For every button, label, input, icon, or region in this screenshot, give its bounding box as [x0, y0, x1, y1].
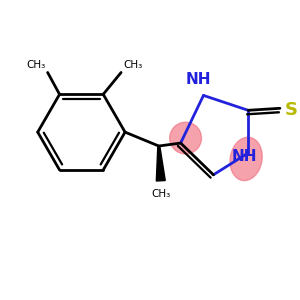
- Text: S: S: [285, 101, 298, 119]
- Polygon shape: [156, 146, 165, 181]
- Ellipse shape: [230, 137, 262, 181]
- Text: CH₃: CH₃: [26, 59, 46, 70]
- Circle shape: [170, 122, 202, 154]
- Text: NH: NH: [231, 149, 257, 164]
- Text: NH: NH: [186, 73, 211, 88]
- Text: CH₃: CH₃: [123, 59, 142, 70]
- Text: CH₃: CH₃: [151, 189, 170, 199]
